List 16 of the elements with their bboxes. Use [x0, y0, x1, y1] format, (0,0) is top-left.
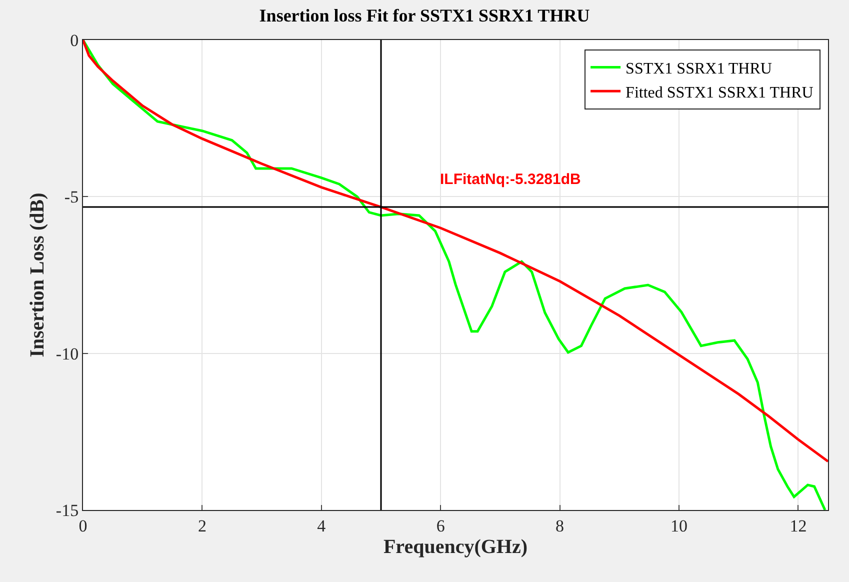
legend-label: SSTX1 SSRX1 THRU [626, 60, 772, 78]
x-tick-label: 12 [790, 516, 807, 536]
legend-label: Fitted SSTX1 SSRX1 THRU [626, 84, 814, 102]
x-tick-label: 4 [317, 516, 326, 536]
y-tick-label: 0 [70, 30, 79, 50]
x-axis-title: Frequency(GHz) [383, 536, 528, 558]
y-tick-label: -15 [56, 500, 79, 520]
y-axis-title: Insertion Loss (dB) [26, 192, 48, 358]
chart-title: Insertion loss Fit for SSTX1 SSRX1 THRU [259, 5, 590, 26]
y-tick-label: -5 [64, 188, 79, 207]
x-tick-label: 8 [556, 516, 564, 536]
y-tick-label: -10 [56, 344, 79, 364]
annotation: ILFitatNq:-5.3281dB [440, 171, 582, 188]
x-tick-label: 2 [198, 516, 206, 536]
x-tick-label: 10 [670, 516, 688, 536]
x-tick-label: 6 [436, 516, 445, 536]
